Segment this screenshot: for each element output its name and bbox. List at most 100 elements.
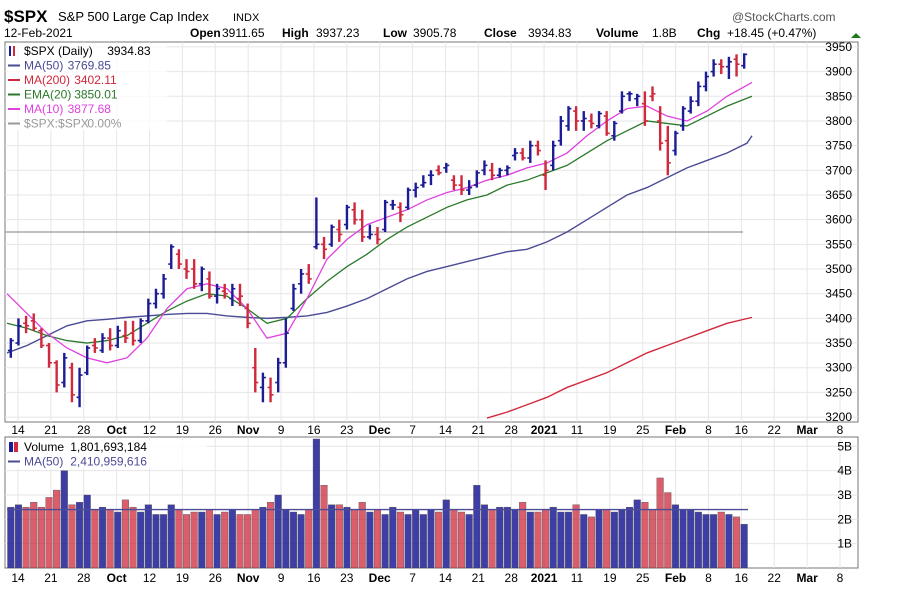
ohlc-bar <box>168 244 175 270</box>
volume-bar <box>503 506 511 569</box>
volume-bar <box>22 506 30 569</box>
ohlc-bar <box>550 140 557 171</box>
volume-x-tick-label: 16 <box>735 571 749 585</box>
volume-x-tick-label: 9 <box>278 571 285 585</box>
volume-bar <box>76 502 84 569</box>
ohlc-bar <box>198 266 205 292</box>
volume-bar <box>595 509 603 569</box>
legend-label: $SPX:$SPX <box>24 117 89 131</box>
volume-bar <box>190 511 198 569</box>
volume-bar <box>725 514 733 569</box>
price-x-tick-label: 16 <box>307 423 321 437</box>
ohlc-bar <box>626 91 633 102</box>
price-x-tick-label: 28 <box>77 423 91 437</box>
volume-bar <box>358 502 366 569</box>
legend-entry-background <box>7 116 167 131</box>
legend-label: MA(10) <box>24 102 63 116</box>
price-y-tick-label: 3400 <box>825 311 852 325</box>
volume-bar <box>267 502 275 569</box>
volume-bar <box>648 509 657 569</box>
volume-bar <box>98 506 107 569</box>
volume-bar <box>183 514 191 569</box>
volume-bar <box>60 470 68 569</box>
legend-label: MA(200) <box>24 73 70 87</box>
ohlc-bar <box>435 165 442 176</box>
price-x-tick-label: 23 <box>340 423 354 437</box>
price-x-tick-label: Oct <box>107 423 127 437</box>
price-x-tick-label: 11 <box>571 423 584 437</box>
volume-bar <box>458 511 466 569</box>
close-value: 3934.83 <box>528 26 572 40</box>
volume-bar <box>121 499 129 569</box>
price-y-tick-label: 3300 <box>825 361 852 375</box>
ohlc-bar <box>160 273 167 299</box>
ohlc-bar <box>145 298 152 324</box>
volume-bar <box>312 438 320 569</box>
volume-bar <box>641 502 649 569</box>
price-y-tick-label: 3500 <box>825 262 852 276</box>
ohlc-bar <box>221 283 228 299</box>
volume-bar <box>740 523 748 569</box>
ohlc-bar <box>412 182 419 198</box>
ohlc-bar <box>473 170 480 188</box>
volume-bar <box>465 514 473 569</box>
legend-value: 3402.11 <box>74 73 117 87</box>
ohlc-bar <box>634 93 641 107</box>
ohlc-bar <box>236 283 243 307</box>
volume-bar <box>396 511 404 569</box>
volume-bar <box>83 494 91 569</box>
volume-legend-swatch <box>9 442 13 452</box>
index-name: S&P 500 Large Cap Index <box>58 9 209 24</box>
volume-bar <box>389 506 397 569</box>
volume-x-tick-label: Feb <box>665 571 686 585</box>
volume-bar <box>664 492 672 569</box>
ohlc-bar <box>542 160 549 191</box>
ohlc-bar <box>573 106 580 131</box>
legend-ohlc-swatch <box>9 46 11 56</box>
ohlc-bar <box>23 315 30 334</box>
ohlc-bar <box>15 318 22 346</box>
legend-label: MA(50) <box>24 59 63 73</box>
price-y-tick-label: 3800 <box>825 114 852 128</box>
price-x-tick-label: 25 <box>636 423 650 437</box>
volume-bar <box>694 511 702 569</box>
volume-x-tick-label: Oct <box>107 571 127 585</box>
volume-bar <box>679 509 687 569</box>
ohlc-bar <box>481 160 488 176</box>
ohlc-bar <box>504 165 511 176</box>
volume-x-tick-label: 21 <box>472 571 486 585</box>
volume-bar <box>572 504 580 569</box>
ohlc-bar <box>534 140 541 156</box>
volume-bar <box>381 514 389 569</box>
volume-x-tick-label: 16 <box>307 571 321 585</box>
volume-x-tick-label: 12 <box>143 571 157 585</box>
price-x-tick-label: 22 <box>768 423 782 437</box>
price-x-tick-label: 12 <box>143 423 157 437</box>
price-y-tick-label: 3650 <box>825 188 852 202</box>
volume-bar <box>733 516 741 569</box>
price-x-tick-label: 21 <box>44 423 58 437</box>
price-y-tick-label: 3350 <box>825 336 852 350</box>
exchange-label: INDX <box>233 12 260 24</box>
volume-bar <box>236 514 244 569</box>
volume-bar <box>251 509 259 569</box>
volume-bar <box>205 509 213 569</box>
high-value: 3937.23 <box>316 26 360 40</box>
volume-label: Volume <box>596 26 639 40</box>
ohlc-bar <box>84 345 91 376</box>
volume-bar <box>671 504 679 569</box>
ticker-symbol: $SPX <box>4 7 48 26</box>
legend-value: 3850.01 <box>74 88 118 102</box>
volume-x-tick-label: Mar <box>796 571 818 585</box>
open-label: Open <box>190 26 221 40</box>
ohlc-bar <box>389 199 396 210</box>
ohlc-bar <box>305 264 312 284</box>
ohlc-bar <box>7 338 14 358</box>
legend-value: 3934.83 <box>107 44 151 58</box>
volume-y-tick-label: 5B <box>837 439 852 453</box>
ohlc-bar <box>351 202 358 225</box>
ohlc-bar <box>580 111 587 131</box>
volume-bar <box>557 511 565 569</box>
price-y-tick-label: 3550 <box>825 237 852 251</box>
volume-bar <box>228 509 236 569</box>
